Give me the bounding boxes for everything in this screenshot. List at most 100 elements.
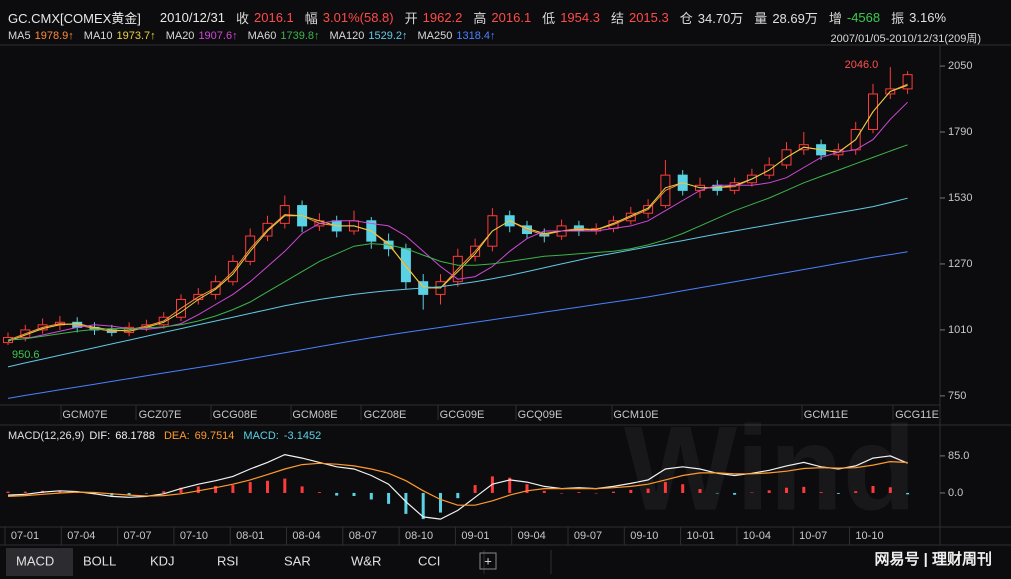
tab-bg xyxy=(274,548,350,576)
macd-bar xyxy=(646,488,650,493)
macd-bar xyxy=(58,490,62,493)
y-tick-label: 2050 xyxy=(948,60,972,72)
contract-label: GCG08E xyxy=(213,409,258,421)
macd-value: 69.7514 xyxy=(194,430,235,442)
tab-bg xyxy=(6,548,82,576)
macd-bar xyxy=(871,485,875,493)
macd-bar xyxy=(127,492,131,496)
field-value: 1962.2 xyxy=(422,10,463,25)
field-label: 高 xyxy=(473,11,487,26)
macd-bar xyxy=(266,480,269,493)
y-tick-label: 1010 xyxy=(948,324,972,336)
tab-label[interactable]: MACD xyxy=(16,553,54,568)
macd-bar xyxy=(525,484,529,493)
tab-label[interactable]: KDJ xyxy=(150,553,175,568)
tab[interactable]: BOLL xyxy=(73,548,150,576)
x-tick-label: 08-07 xyxy=(349,530,377,542)
tab-label[interactable]: RSI xyxy=(217,553,239,568)
macd-bar xyxy=(473,485,477,493)
tab[interactable]: W&R xyxy=(341,548,418,576)
field-label: 结 xyxy=(610,11,624,26)
ma-value: 1978.9↑ xyxy=(34,30,74,42)
ma-legend: MA5 1978.9↑ MA10 1973.7↑ MA20 1907.6↑ MA60 1739… xyxy=(8,30,502,42)
date: 2010/12/31 xyxy=(159,10,225,25)
macd-bar xyxy=(577,492,581,493)
contract-label: GCM07E xyxy=(62,409,107,421)
tab[interactable]: SAR xyxy=(274,548,351,576)
macd-bar xyxy=(300,486,304,493)
macd-bar xyxy=(369,492,373,500)
macd-bar xyxy=(214,485,218,493)
ma-line xyxy=(7,144,908,341)
macd-bar xyxy=(179,487,183,493)
ma-line xyxy=(7,84,908,342)
macd-bar xyxy=(542,490,546,493)
x-tick-label: 08-01 xyxy=(236,530,264,542)
contract-label: GCZ08E xyxy=(364,409,407,421)
tab-label[interactable]: SAR xyxy=(284,553,311,568)
contract-label: GCG11E xyxy=(895,409,939,421)
x-tick-label: 08-04 xyxy=(292,530,320,542)
y-tick-label: 750 xyxy=(948,390,966,402)
macd-bar xyxy=(6,491,10,493)
macd-line xyxy=(7,460,908,506)
macd-bar xyxy=(663,482,667,493)
tab-label[interactable]: CCI xyxy=(418,553,440,568)
extreme-label: 2046.0 xyxy=(845,59,879,71)
macd-name: DEA: xyxy=(163,430,190,442)
field-value: -4568 xyxy=(846,10,881,25)
macd-bar xyxy=(231,485,235,493)
tab-box xyxy=(479,552,497,570)
macd-bar xyxy=(785,487,788,493)
field-label: 量 xyxy=(754,11,768,26)
macd-bar xyxy=(352,492,356,497)
field-value: 34.70万 xyxy=(697,11,744,26)
tab[interactable]: + xyxy=(479,550,552,574)
macd-bar xyxy=(387,492,391,504)
contract-label: GCM11E xyxy=(804,409,848,421)
tab[interactable]: MACD xyxy=(6,548,83,576)
macd-value: -3.1452 xyxy=(283,430,322,442)
ma-value: 1973.7↑ xyxy=(116,30,156,42)
tab-label[interactable]: BOLL xyxy=(83,553,116,568)
macd-bar xyxy=(248,482,252,493)
field-value: 2015.3 xyxy=(628,10,669,25)
tab-bg xyxy=(73,548,149,576)
macd-bar xyxy=(421,492,425,520)
field-label: 开 xyxy=(404,11,418,26)
macd-value: 68.1788 xyxy=(115,430,155,442)
tab[interactable]: KDJ xyxy=(140,548,217,576)
tab[interactable]: RSI xyxy=(207,548,284,576)
field-label: 仓 xyxy=(679,11,693,26)
field-label: 低 xyxy=(542,11,556,26)
x-tick-label: 10-10 xyxy=(855,530,883,542)
y-tick-label: 0.0 xyxy=(948,487,963,499)
tab[interactable]: CCI xyxy=(408,548,485,576)
macd-line xyxy=(7,453,908,520)
macd-bar xyxy=(317,492,321,493)
macd-bar xyxy=(75,492,79,494)
tab-label[interactable]: W&R xyxy=(351,553,381,568)
y-tick-label: 1790 xyxy=(948,126,972,138)
source-watermark: 网易号 | 理财周刊 xyxy=(874,550,992,568)
y-tick-label: 1530 xyxy=(948,192,972,204)
ma-value: 1739.8↑ xyxy=(280,30,320,42)
tab-label[interactable]: + xyxy=(484,553,492,568)
macd-bar xyxy=(508,477,512,493)
macd-bar xyxy=(456,492,460,499)
tab-bg xyxy=(207,548,283,576)
contract-label: GCM10E xyxy=(613,409,658,421)
macd-bar xyxy=(733,492,737,495)
field-value: 2016.1 xyxy=(254,10,294,25)
contract-label: GCQ09E xyxy=(518,409,563,421)
quote-header: GC.CMX[COMEX黄金] 2010/12/31 收 2016.1 幅 3.01%(5… xyxy=(8,8,952,27)
macd-bar xyxy=(144,492,148,494)
ma-line xyxy=(7,83,908,341)
y-tick-label: 85.0 xyxy=(948,450,969,462)
field-label: 增 xyxy=(828,11,842,26)
macd-bar xyxy=(698,489,702,493)
macd-bar xyxy=(715,492,719,494)
x-tick-label: 07-10 xyxy=(180,530,208,542)
